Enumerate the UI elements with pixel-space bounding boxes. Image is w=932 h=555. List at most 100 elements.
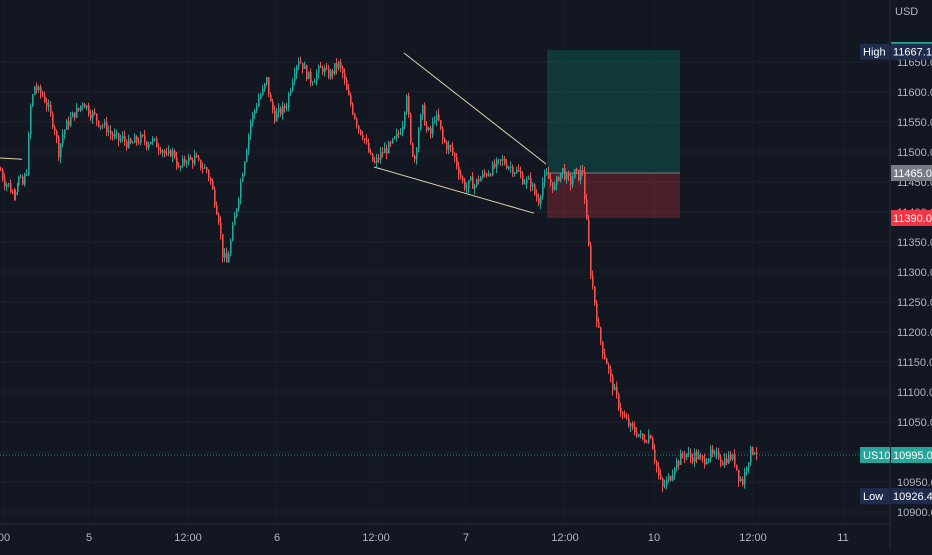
y-tick-label: 11500.0: [897, 147, 932, 159]
candle-body: [310, 71, 312, 83]
candle-body: [618, 394, 620, 408]
candle-body: [178, 166, 180, 168]
candle-body: [264, 83, 266, 89]
candle-body: [416, 148, 418, 160]
candle-body: [566, 173, 568, 180]
candle-body: [446, 142, 448, 150]
candle-body: [278, 107, 280, 113]
candle-body: [200, 159, 202, 169]
candle-body: [272, 101, 274, 111]
candle-body: [354, 113, 356, 119]
trendlines[interactable]: [0, 52, 547, 214]
candle-body: [230, 240, 232, 255]
candle-body: [664, 485, 666, 487]
candle-body: [550, 178, 552, 183]
candle-body: [38, 87, 40, 90]
profit-zone[interactable]: [547, 50, 680, 173]
candle-body: [96, 113, 98, 121]
candle-body: [452, 146, 454, 154]
candle-body: [130, 138, 132, 143]
candle-body: [656, 461, 658, 467]
candle-body: [574, 169, 576, 179]
candle-body: [100, 125, 102, 127]
candle-body: [680, 453, 682, 465]
candle-body: [372, 153, 374, 162]
candle-body: [380, 152, 382, 160]
candle-body: [192, 159, 194, 164]
candle-body: [748, 462, 750, 469]
candle-body: [22, 176, 24, 185]
candle-body: [484, 173, 486, 175]
candle-body: [226, 253, 228, 263]
candle-body: [110, 131, 112, 135]
y-tick-label: 11550.0: [897, 117, 932, 129]
candle-body: [396, 133, 398, 137]
candle-body: [704, 458, 706, 465]
candle-body: [708, 458, 710, 462]
candle-body: [190, 156, 192, 160]
candle-body: [520, 171, 522, 175]
candle-body: [662, 478, 664, 487]
candle-body: [132, 142, 134, 144]
candle-body: [394, 136, 396, 139]
candle-body: [458, 166, 460, 175]
loss-zone[interactable]: [547, 173, 680, 218]
price-tag-label: High: [863, 47, 886, 59]
price-tag-label: US100: [863, 450, 897, 462]
candle-body: [172, 151, 174, 157]
candle-body: [392, 138, 394, 143]
candle-body: [162, 150, 164, 153]
candle-body: [718, 451, 720, 459]
y-tick-label: 11300.0: [897, 267, 932, 279]
candle-body: [564, 167, 566, 180]
candle-body: [688, 452, 690, 454]
candle-body: [26, 174, 28, 176]
candle-body: [710, 449, 712, 459]
candle-body: [578, 169, 580, 181]
candle-body: [370, 151, 372, 154]
candle-body: [496, 160, 498, 168]
candle-body: [194, 155, 196, 164]
candle-body: [542, 182, 544, 197]
candle-body: [4, 178, 6, 187]
candle-body: [752, 446, 754, 454]
x-tick-label: 12:00: [362, 532, 390, 544]
candle-body: [478, 179, 480, 182]
candle-body: [390, 142, 392, 144]
time-axis[interactable]: 00 5 12:00 6 12:00 7 12:00 10 12:00 11: [0, 523, 890, 544]
trendline[interactable]: [373, 166, 535, 214]
candle-body: [670, 476, 672, 481]
candle-body: [352, 104, 354, 114]
candle-body: [114, 133, 116, 137]
candle-body: [326, 68, 328, 70]
trendline[interactable]: [0, 157, 23, 160]
price-tag-value-box: [891, 165, 932, 181]
candle-body: [730, 454, 732, 460]
candle-body: [288, 94, 290, 108]
candle-body: [32, 94, 34, 106]
candle-body: [220, 222, 222, 235]
candle-body: [726, 458, 728, 464]
candle-body: [602, 341, 604, 355]
candle-body: [262, 88, 264, 96]
candle-body: [196, 155, 198, 158]
candle-body: [580, 170, 582, 181]
candle-body: [186, 162, 188, 164]
candle-body: [208, 170, 210, 179]
long-position-tool[interactable]: [547, 50, 680, 218]
candle-body: [450, 145, 452, 147]
candle-body: [214, 189, 216, 206]
candle-body: [500, 159, 502, 161]
candle-body: [408, 96, 410, 115]
candle-body: [634, 426, 636, 433]
candle-body: [652, 438, 654, 450]
candle-body: [304, 65, 306, 69]
candle-body: [248, 134, 250, 151]
candle-body: [180, 166, 182, 168]
x-tick-label: 10: [648, 532, 660, 544]
trendline[interactable]: [403, 52, 547, 165]
candle-body: [122, 136, 124, 139]
candle-body: [420, 114, 422, 130]
